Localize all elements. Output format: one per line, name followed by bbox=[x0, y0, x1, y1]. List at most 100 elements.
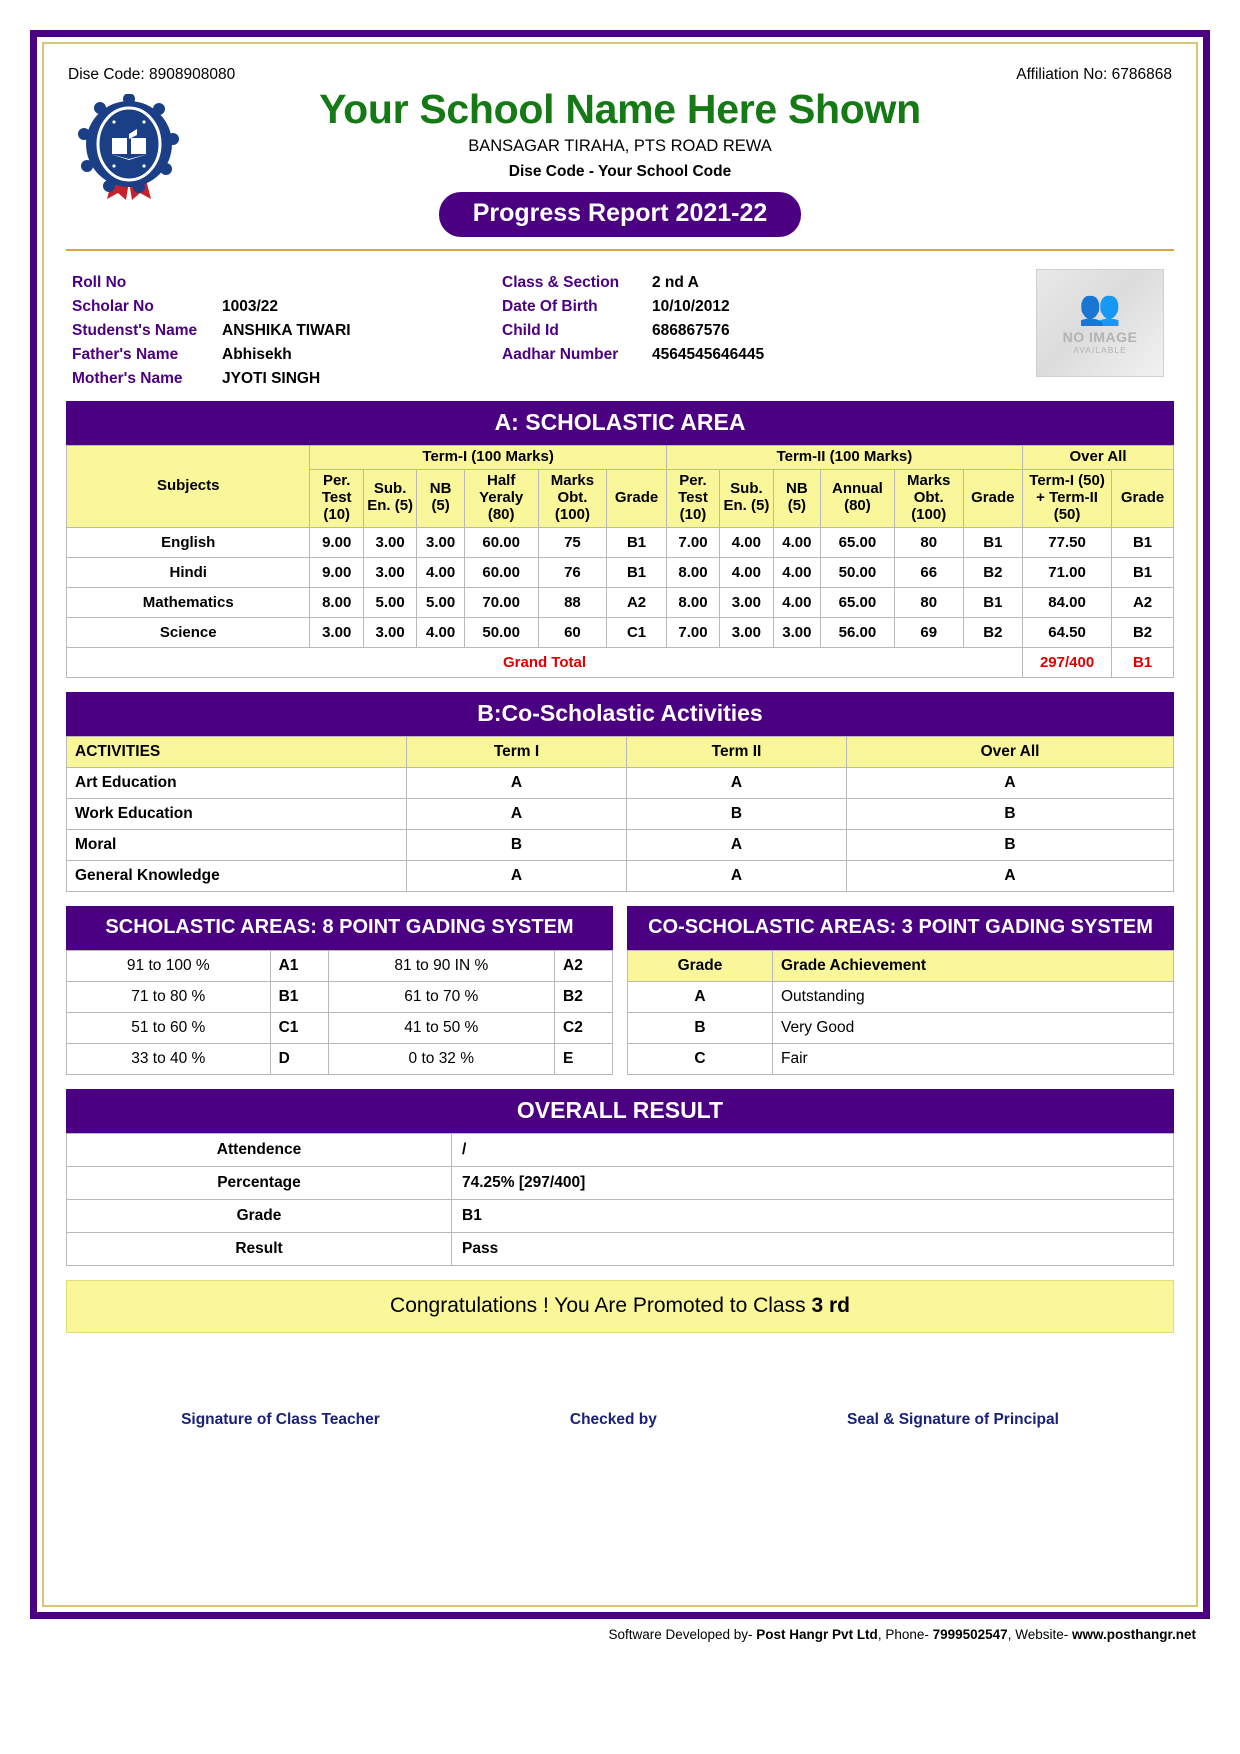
grade-letter: B bbox=[627, 1011, 773, 1044]
student-left-labels: Roll No Scholar No Studenst's Name Fathe… bbox=[72, 271, 222, 391]
cell: 8.00 bbox=[665, 556, 721, 588]
dise-code-text: Dise Code: 8908908080 bbox=[68, 66, 236, 83]
co-scholastic-grading-title: CO-SCHOLASTIC AREAS: 3 POINT GADING SYST… bbox=[627, 905, 1174, 950]
cell: 84.00 bbox=[1022, 586, 1113, 618]
cell: A2 bbox=[606, 586, 667, 618]
student-right-labels: Class & Section Date Of Birth Child Id A… bbox=[502, 271, 652, 391]
overall-result-table: Attendence / Percentage 74.25% [297/400]… bbox=[66, 1132, 1174, 1266]
col-grade-achievement: Grade Achievement bbox=[772, 949, 1174, 982]
table-row: Science 3.00 3.00 4.00 50.00 60 C1 7.00 … bbox=[65, 616, 1174, 648]
grade-letter: A bbox=[627, 980, 773, 1013]
school-address: BANSAGAR TIRAHA, PTS ROAD REWA bbox=[468, 137, 772, 156]
cell: B2 bbox=[962, 616, 1024, 648]
grade-code-a: A1 bbox=[269, 949, 329, 982]
grade-range-a: 71 to 80 % bbox=[66, 980, 271, 1013]
cell: 60.00 bbox=[463, 526, 539, 558]
value-student-name: ANSHIKA TIWARI bbox=[222, 322, 351, 340]
table-row: Grade B1 bbox=[66, 1198, 1174, 1233]
cell: 8.00 bbox=[665, 586, 721, 618]
activity-overall: B bbox=[846, 797, 1174, 830]
col-t2-nb: NB (5) bbox=[772, 468, 822, 528]
grading-systems: SCHOLASTIC AREAS: 8 POINT GADING SYSTEM … bbox=[66, 905, 1174, 1075]
table-row: Attendence / bbox=[66, 1132, 1174, 1167]
school-dise-code: Dise Code - Your School Code bbox=[508, 163, 732, 181]
result-key: Percentage bbox=[66, 1165, 452, 1200]
table-row: Hindi 9.00 3.00 4.00 60.00 76 B1 8.00 4.… bbox=[65, 556, 1174, 588]
grade-range-b: 41 to 50 % bbox=[327, 1011, 556, 1044]
header-subjects: Subjects bbox=[65, 445, 311, 528]
activity-overall: A bbox=[846, 766, 1174, 799]
cell: 4.00 bbox=[772, 556, 822, 588]
scholastic-body: English 9.00 3.00 3.00 60.00 75 B1 7.00 … bbox=[65, 526, 1174, 678]
col-overall-grade: Grade bbox=[1111, 468, 1174, 528]
cell: 5.00 bbox=[362, 586, 418, 618]
col-t2-grade: Grade bbox=[962, 468, 1024, 528]
result-value: / bbox=[451, 1132, 1174, 1167]
cell: 88 bbox=[537, 586, 608, 618]
report-header: Your School Name Here Shown BANSAGAR TIR… bbox=[66, 84, 1174, 252]
grand-total-row: Grand Total 297/400 B1 bbox=[65, 646, 1174, 678]
header-term1-group: Term-I (100 Marks) bbox=[309, 445, 667, 470]
value-class-section: 2 nd A bbox=[652, 274, 699, 292]
footer-company: Post Hangr Pvt Ltd bbox=[756, 1627, 878, 1642]
grade-achievement: Outstanding bbox=[772, 980, 1174, 1013]
cell: B1 bbox=[1111, 556, 1174, 588]
photo-line1: NO IMAGE bbox=[1062, 329, 1138, 346]
student-right-values: 2 nd A 10/10/2012 686867576 456454564644… bbox=[652, 271, 764, 391]
table-row: English 9.00 3.00 3.00 60.00 75 B1 7.00 … bbox=[65, 526, 1174, 558]
photo-line2: AVAILABLE bbox=[1073, 345, 1127, 356]
table-row: Mathematics 8.00 5.00 5.00 70.00 88 A2 8… bbox=[65, 586, 1174, 618]
cell: C1 bbox=[606, 616, 667, 648]
cell: 56.00 bbox=[820, 616, 895, 648]
col-t2-sub-en: Sub. En. (5) bbox=[719, 468, 774, 528]
activity-term1: A bbox=[406, 797, 627, 830]
activity-term2: A bbox=[626, 766, 847, 799]
table-row: Moral B A B bbox=[66, 828, 1174, 861]
footer-prefix: Software Developed by- bbox=[608, 1627, 757, 1642]
cell: 4.00 bbox=[772, 526, 822, 558]
col-term1: Term I bbox=[406, 735, 627, 768]
grade-achievement: Fair bbox=[772, 1042, 1174, 1075]
outer-border: Dise Code: 8908908080 Affiliation No: 67… bbox=[30, 30, 1210, 1619]
scholastic-title: A: SCHOLASTIC AREA bbox=[66, 401, 1174, 446]
cell: B1 bbox=[1111, 526, 1174, 558]
activity-term1: B bbox=[406, 828, 627, 861]
value-child-id: 686867576 bbox=[652, 322, 730, 340]
footer-website-label: , Website- bbox=[1007, 1627, 1072, 1642]
student-info-right: Class & Section Date Of Birth Child Id A… bbox=[502, 271, 932, 391]
table-row: B Very Good bbox=[627, 1011, 1174, 1044]
col-activities: ACTIVITIES bbox=[66, 735, 407, 768]
grade-range-b: 81 to 90 IN % bbox=[327, 949, 556, 982]
signature-principal: Seal & Signature of Principal bbox=[847, 1410, 1059, 1428]
cell: 8.00 bbox=[309, 586, 364, 618]
result-value: 74.25% [297/400] bbox=[451, 1165, 1174, 1200]
student-photo-placeholder: 👥 NO IMAGE AVAILABLE bbox=[1036, 269, 1164, 378]
cell: 50.00 bbox=[463, 616, 539, 648]
value-dob: 10/10/2012 bbox=[652, 298, 730, 316]
signature-row: Signature of Class Teacher Checked by Se… bbox=[66, 1411, 1174, 1443]
label-scholar-no: Scholar No bbox=[72, 298, 154, 316]
cell: 60.00 bbox=[463, 556, 539, 588]
promotion-text: Congratulations ! You Are Promoted to Cl… bbox=[390, 1293, 812, 1317]
school-crest-icon bbox=[74, 93, 184, 204]
header-overall-group: Over All bbox=[1022, 445, 1174, 470]
grade-range-a: 33 to 40 % bbox=[66, 1042, 271, 1075]
value-mother-name: JYOTI SINGH bbox=[222, 370, 321, 388]
cell: 4.00 bbox=[416, 616, 465, 648]
label-aadhar: Aadhar Number bbox=[502, 346, 619, 364]
grade-range-a: 51 to 60 % bbox=[66, 1011, 271, 1044]
cell: 3.00 bbox=[362, 556, 418, 588]
col-t1-marks-obt: Marks Obt. (100) bbox=[537, 468, 608, 528]
table-row: General Knowledge A A A bbox=[66, 859, 1174, 892]
cell: 77.50 bbox=[1022, 526, 1113, 558]
table-row: A Outstanding bbox=[627, 980, 1174, 1013]
grade-range-b: 0 to 32 % bbox=[327, 1042, 556, 1075]
col-t1-sub-en: Sub. En. (5) bbox=[362, 468, 418, 528]
result-key: Result bbox=[66, 1231, 452, 1266]
co-scholastic-table: ACTIVITIES Term I Term II Over All Art E… bbox=[66, 735, 1174, 892]
progress-report-badge: Progress Report 2021-22 bbox=[438, 192, 802, 238]
overall-result-section: OVERALL RESULT Attendence / Percentage 7… bbox=[66, 1088, 1174, 1266]
cell: 80 bbox=[893, 526, 964, 558]
co-scholastic-title: B:Co-Scholastic Activities bbox=[66, 691, 1174, 736]
activity-name: Moral bbox=[66, 828, 407, 861]
